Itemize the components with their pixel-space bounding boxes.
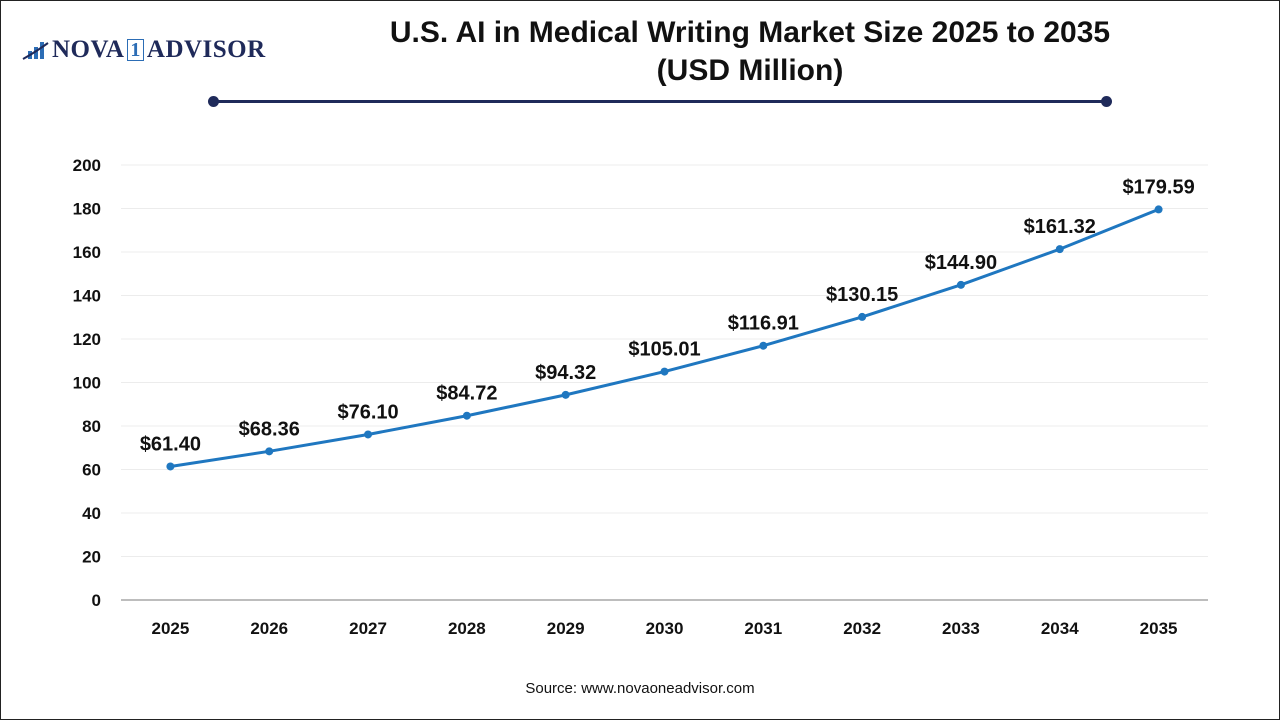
x-tick-label: 2031 — [744, 619, 782, 638]
data-label: $105.01 — [628, 339, 700, 361]
x-tick-label: 2025 — [151, 619, 189, 638]
y-tick-label: 60 — [82, 461, 101, 480]
logo: NOVA 1 ADVISOR — [22, 36, 266, 64]
data-point — [660, 367, 669, 376]
subtitle-line: (USD Million) — [656, 54, 844, 87]
data-point — [956, 280, 965, 289]
data-point — [166, 462, 175, 471]
y-tick-label: 200 — [73, 156, 101, 175]
logo-one: 1 — [127, 39, 144, 61]
data-label: $116.91 — [728, 313, 799, 335]
data-label: $130.15 — [826, 284, 898, 306]
y-tick-label: 0 — [92, 591, 101, 610]
x-tick-label: 2035 — [1140, 619, 1178, 638]
x-tick-label: 2029 — [547, 619, 585, 638]
source-text: Source: www.novaoneadvisor.com — [525, 680, 755, 697]
logo-text: NOVA — [52, 36, 125, 63]
data-label: $76.10 — [337, 401, 398, 423]
logo-text-2: ADVISOR — [146, 36, 266, 63]
x-tick-label: 2033 — [942, 619, 980, 638]
title-line: U.S. AI in Medical Writing Market Size 2… — [389, 16, 1111, 49]
x-tick-label: 2027 — [349, 619, 387, 638]
y-tick-label: 80 — [82, 417, 101, 436]
y-tick-label: 180 — [73, 200, 101, 219]
data-point — [561, 390, 570, 399]
x-tick-label: 2034 — [1041, 619, 1079, 638]
chart-title: U.S. AI in Medical Writing Market Size 2… — [300, 14, 1200, 90]
data-label: $68.36 — [239, 418, 300, 440]
x-tick-label: 2026 — [250, 619, 288, 638]
y-tick-label: 120 — [73, 330, 101, 349]
y-tick-label: 20 — [82, 548, 101, 567]
x-tick-label: 2030 — [646, 619, 684, 638]
title-divider — [213, 100, 1106, 103]
x-tick-label: 2028 — [448, 619, 486, 638]
divider-dot-left — [208, 96, 219, 107]
y-tick-label: 160 — [73, 243, 101, 262]
data-point — [364, 430, 373, 439]
data-label: $144.90 — [925, 252, 997, 274]
data-point — [759, 341, 768, 350]
data-label: $94.32 — [535, 362, 596, 384]
data-point — [1154, 205, 1163, 214]
data-label: $61.40 — [140, 433, 201, 455]
x-tick-label: 2032 — [843, 619, 881, 638]
y-tick-label: 40 — [82, 504, 101, 523]
y-tick-label: 140 — [73, 287, 101, 306]
data-point — [265, 447, 274, 456]
data-label: $84.72 — [436, 383, 497, 405]
data-label: $179.59 — [1122, 176, 1194, 198]
divider-dot-right — [1101, 96, 1112, 107]
data-point — [858, 312, 867, 321]
data-point — [462, 411, 471, 420]
bar-chart-icon — [22, 42, 49, 60]
data-label: $161.32 — [1024, 216, 1096, 238]
y-tick-label: 100 — [73, 374, 101, 393]
data-point — [1055, 245, 1064, 254]
